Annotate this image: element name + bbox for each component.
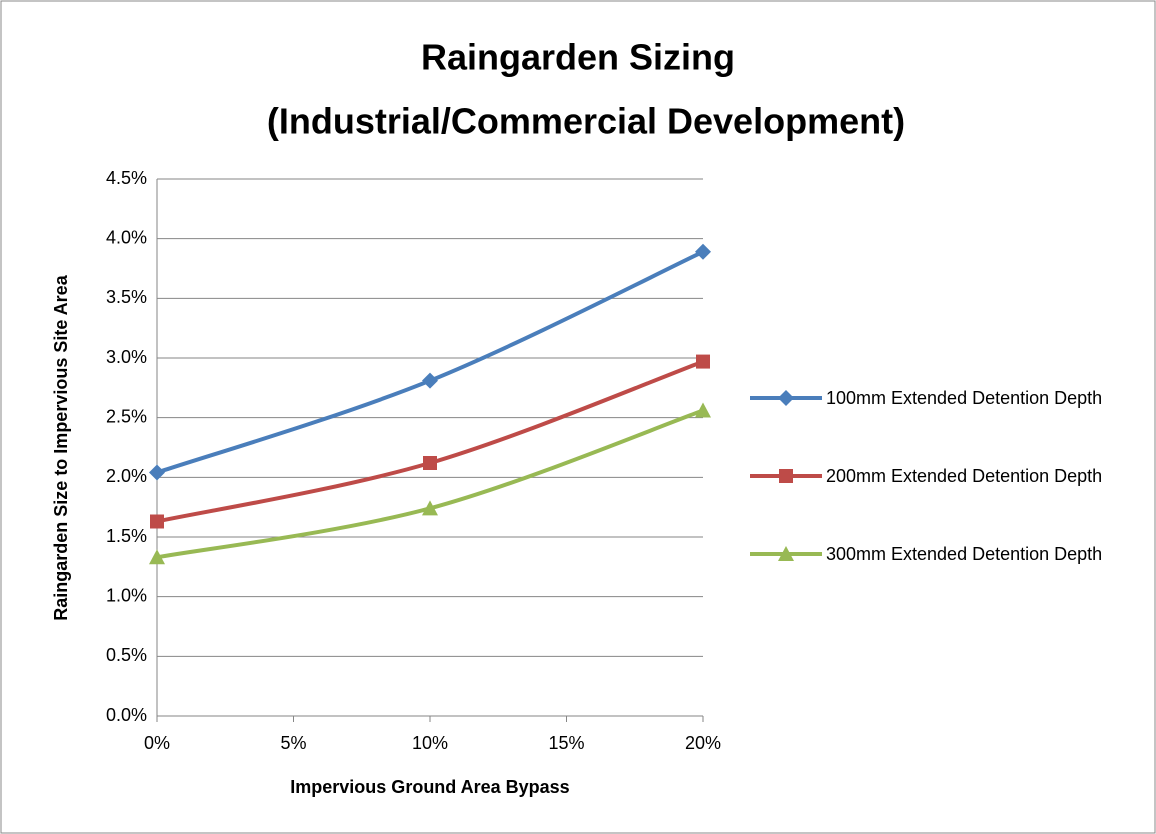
marker bbox=[423, 456, 437, 471]
marker bbox=[149, 549, 165, 565]
y-tick-label: 2.0% bbox=[106, 466, 147, 486]
x-tick-label: 0% bbox=[144, 733, 170, 753]
y-tick-label: 2.5% bbox=[106, 406, 147, 426]
marker bbox=[778, 390, 794, 406]
marker bbox=[695, 243, 711, 260]
marker bbox=[150, 514, 164, 529]
marker bbox=[779, 469, 793, 483]
x-axis-label: Impervious Ground Area Bypass bbox=[290, 777, 569, 797]
marker bbox=[695, 402, 711, 418]
y-tick-label: 3.5% bbox=[106, 287, 147, 307]
x-tick-label: 15% bbox=[548, 733, 584, 753]
marker bbox=[422, 372, 438, 389]
y-tick-label: 0.0% bbox=[106, 705, 147, 725]
y-axis-label: Raingarden Size to Impervious Site Area bbox=[51, 274, 71, 620]
x-tick-label: 20% bbox=[685, 733, 721, 753]
x-tick-label: 5% bbox=[280, 733, 306, 753]
legend-label: 200mm Extended Detention Depth bbox=[826, 466, 1103, 486]
legend-label: 300mm Extended Detention Depth bbox=[826, 544, 1103, 564]
marker bbox=[422, 500, 438, 516]
y-tick-label: 4.0% bbox=[106, 227, 147, 247]
y-tick-label: 3.0% bbox=[106, 347, 147, 367]
marker bbox=[778, 546, 794, 561]
y-tick-label: 0.5% bbox=[106, 645, 147, 665]
marker bbox=[696, 354, 710, 369]
y-tick-label: 4.5% bbox=[106, 168, 147, 188]
y-tick-label: 1.5% bbox=[106, 526, 147, 546]
legend-label: 100mm Extended Detention Depth bbox=[826, 388, 1103, 408]
marker bbox=[149, 464, 165, 481]
y-tick-label: 1.0% bbox=[106, 585, 147, 605]
chart-title: (Industrial/Commercial Development) bbox=[267, 101, 905, 142]
x-tick-label: 10% bbox=[412, 733, 448, 753]
chart-title: Raingarden Sizing bbox=[421, 37, 735, 78]
